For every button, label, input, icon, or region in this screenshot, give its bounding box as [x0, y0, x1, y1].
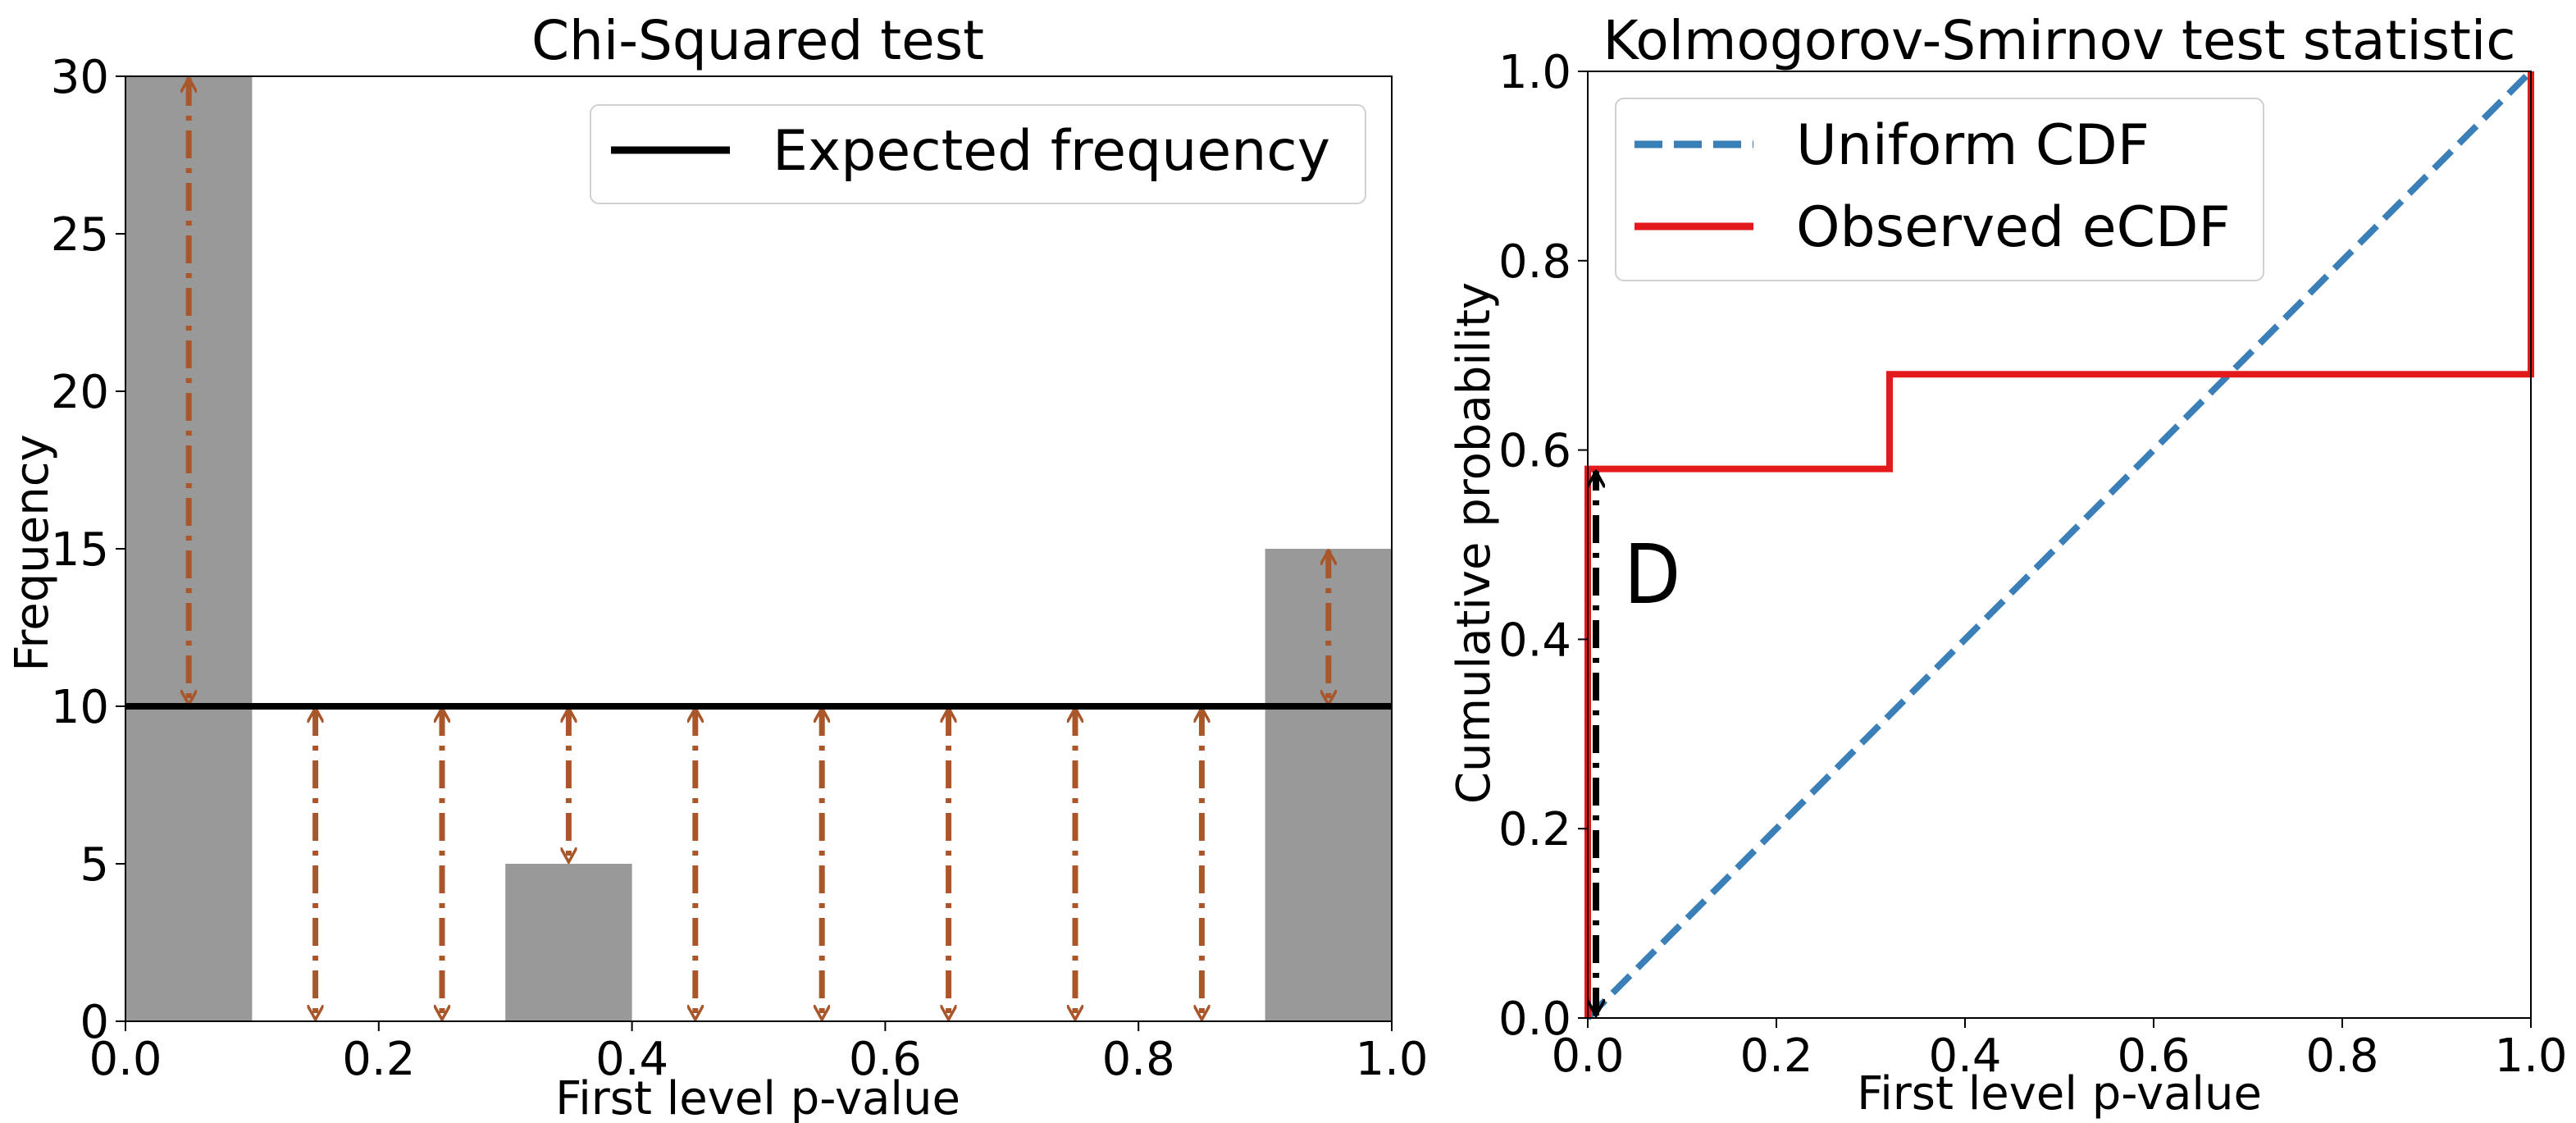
chart-title: Chi-Squared test [531, 9, 984, 72]
y-tick-label: 30 [51, 51, 109, 104]
x-tick-label: 0.6 [849, 1033, 922, 1086]
x-axis-label: First level p-value [1857, 1067, 2262, 1121]
x-tick-label: 0.6 [2117, 1029, 2190, 1083]
x-tick-label: 0.0 [89, 1033, 162, 1086]
x-tick-label: 1.0 [2494, 1029, 2567, 1083]
legend-label-observed: Observed eCDF [1796, 195, 2231, 260]
y-tick-label: 0.4 [1498, 614, 1571, 667]
x-tick-label: 0.0 [1551, 1029, 1624, 1083]
y-axis-ticks: 0 5 10 15 20 25 30 [51, 51, 125, 1049]
legend-label-uniform: Uniform CDF [1796, 113, 2150, 178]
y-tick-label: 15 [51, 523, 109, 577]
legend-box [1615, 98, 2264, 281]
y-tick-label: 0.8 [1498, 235, 1571, 289]
x-tick-label: 1.0 [1355, 1033, 1428, 1086]
x-tick-label: 0.4 [595, 1033, 668, 1086]
y-tick-label: 5 [80, 838, 109, 892]
x-axis-ticks: 0.0 0.2 0.4 0.6 0.8 1.0 [1551, 1018, 2568, 1083]
legend-box [590, 104, 1366, 204]
uniform-cdf-line [1585, 69, 2533, 1020]
legend: Expected frequency [590, 104, 1366, 204]
x-tick-label: 0.8 [2305, 1029, 2378, 1083]
y-tick-label: 20 [51, 366, 109, 419]
bar [125, 76, 253, 1021]
y-tick-label: 25 [51, 208, 109, 262]
x-tick-label: 0.2 [1739, 1029, 1812, 1083]
ks-panel: Kolmogorov-Smirnov test statistic D 0.00… [1448, 9, 2568, 1121]
x-tick-label: 0.8 [1102, 1033, 1175, 1086]
x-axis-ticks: 0.0 0.2 0.4 0.6 0.8 1.0 [89, 1021, 1429, 1086]
bar [505, 864, 632, 1021]
plot-frame [1587, 71, 2532, 1019]
x-axis-label: First level p-value [555, 1072, 960, 1123]
d-statistic-label: D [1624, 527, 1680, 623]
y-axis-label: Cumulative probability [1448, 282, 1501, 804]
y-axis-label: Frequency [6, 434, 59, 671]
y-tick-label: 0.6 [1498, 425, 1571, 478]
deviation-arrows [189, 78, 1329, 1020]
legend-label-expected: Expected frequency [773, 119, 1330, 184]
chart-title: Kolmogorov-Smirnov test statistic [1603, 9, 2515, 72]
x-tick-label: 0.4 [1928, 1029, 2001, 1083]
y-tick-label: 10 [51, 681, 109, 734]
y-tick-label: 1.0 [1498, 46, 1571, 99]
y-tick-label: 0.0 [1498, 993, 1571, 1046]
y-tick-label: 0.2 [1498, 803, 1571, 856]
y-axis-ticks: 0.0 0.2 0.4 0.6 0.8 1.0 [1498, 46, 1588, 1046]
x-tick-label: 0.2 [342, 1033, 415, 1086]
y-tick-label: 0 [80, 996, 109, 1049]
legend: Uniform CDF Observed eCDF [1615, 98, 2264, 281]
